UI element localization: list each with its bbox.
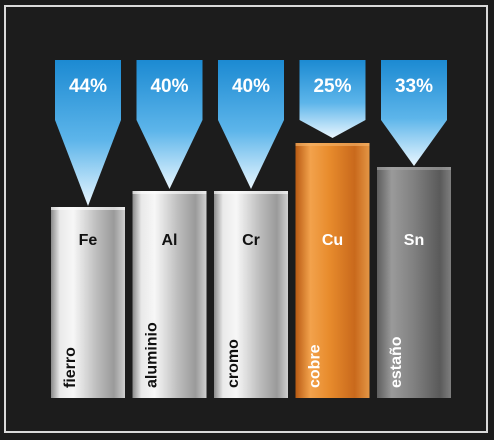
symbol-fe: Fe — [79, 232, 98, 249]
symbol-cr: Cr — [242, 232, 260, 249]
bar-cr — [214, 191, 288, 398]
banner-cu — [299, 60, 366, 138]
bar-al — [132, 191, 207, 398]
banner-cr — [218, 60, 284, 189]
value-label-fe: 44% — [69, 76, 107, 97]
bar-cap-fe — [51, 207, 125, 210]
symbol-sn: Sn — [404, 232, 424, 249]
banner-sn — [381, 60, 447, 166]
bar-cap-cu — [295, 143, 370, 146]
symbol-cu: Cu — [322, 232, 343, 249]
value-label-cr: 40% — [232, 76, 270, 97]
banner-fe — [55, 60, 121, 206]
bar-cu — [295, 143, 370, 398]
bar-sn — [377, 167, 451, 398]
value-label-al: 40% — [150, 76, 188, 97]
symbol-al: Al — [162, 232, 178, 249]
name-cu: cobre — [307, 344, 324, 388]
banner-al — [136, 60, 203, 189]
bar-cap-al — [132, 191, 207, 194]
bar-cap-cr — [214, 191, 288, 194]
name-al: aluminio — [144, 322, 161, 388]
bar-cap-sn — [377, 167, 451, 170]
bar-fe — [51, 207, 125, 398]
value-label-sn: 33% — [395, 76, 433, 97]
name-sn: estaño — [388, 336, 405, 388]
name-cr: cromo — [225, 339, 242, 388]
value-label-cu: 25% — [313, 76, 351, 97]
name-fe: fierro — [62, 347, 79, 388]
